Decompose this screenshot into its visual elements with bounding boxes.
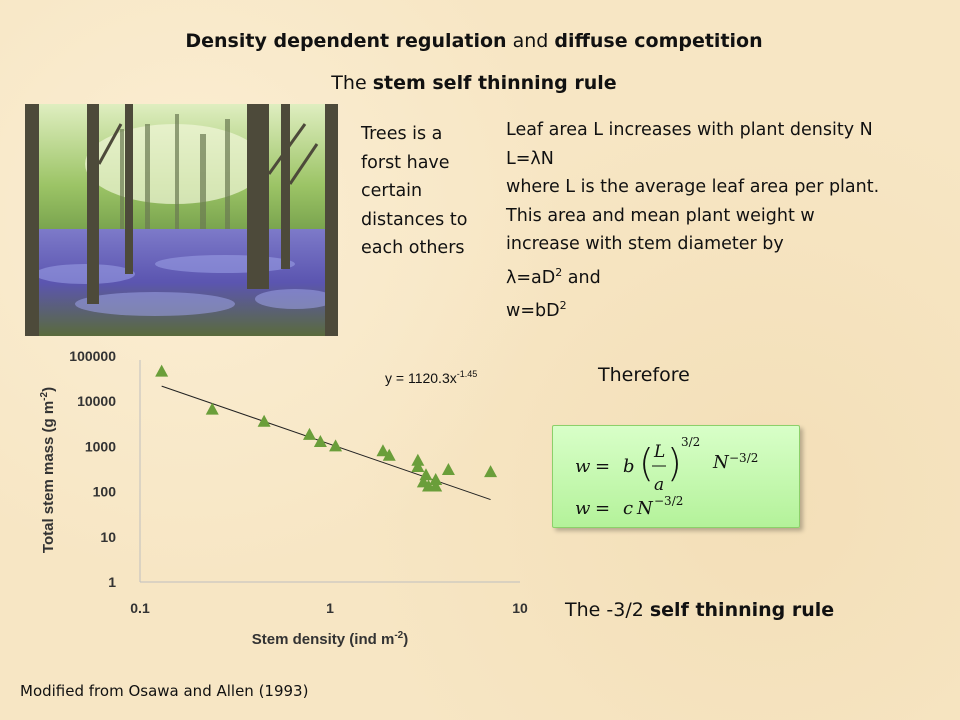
data-point-triangle <box>376 444 390 457</box>
y-tick-label: 1 <box>108 574 116 590</box>
data-point-triangle <box>419 468 433 481</box>
x-tick-label: 1 <box>326 600 334 616</box>
data-point-triangle <box>302 427 316 440</box>
open-paren: ( <box>639 441 654 485</box>
y-tick-label: 100 <box>93 484 117 500</box>
desc-line-6-formula: =aD <box>516 267 556 288</box>
lambda-symbol: λ <box>506 267 517 288</box>
data-point-triangle <box>441 463 455 476</box>
formula-exponent-1: 3/2 <box>681 435 700 449</box>
formula-N: N <box>712 452 730 473</box>
desc-line-2: L=λN <box>506 145 879 174</box>
formula-L: L <box>653 442 665 462</box>
y-axis-title: Total stem mass (g m-2) <box>39 387 57 553</box>
y-tick-label: 100000 <box>69 348 116 364</box>
data-point-triangle <box>422 479 436 492</box>
trend-equation: y = 1120.3x-1.45 <box>385 369 477 386</box>
x-tick-label: 10 <box>512 600 528 616</box>
rule-bold: self thinning rule <box>649 599 835 621</box>
lambda-symbol: λ <box>530 148 541 169</box>
formula-c: c <box>623 498 633 519</box>
data-point-triangle <box>313 435 327 448</box>
formula-w-2: w <box>575 498 591 519</box>
title-bold-part-1: Density dependent regulation <box>185 30 507 52</box>
data-point-triangle <box>429 473 443 486</box>
leaf-area-description: Leaf area L increases with plant density… <box>506 116 879 325</box>
data-point-triangle <box>411 453 425 466</box>
desc-line-6-exponent: 2 <box>555 265 563 279</box>
y-tick-label: 10 <box>100 529 116 545</box>
self-thinning-rule-label: The -3/2 self thinning rule <box>565 599 834 621</box>
source-credit: Modified from Osawa and Allen (1993) <box>20 682 309 700</box>
title-connector: and <box>506 30 555 52</box>
desc-line-7-exponent: 2 <box>559 298 567 312</box>
formula-box: w = b ( L a ) 3/2 N −3/2 w = c N −3/2 <box>552 425 800 528</box>
slide-subtitle: The stem self thinning rule <box>0 72 948 94</box>
desc-line-7: w=bD2 <box>506 292 879 325</box>
data-point-triangle <box>257 414 271 427</box>
therefore-label: Therefore <box>598 364 690 386</box>
data-point-triangle <box>382 448 396 461</box>
data-point-triangle <box>155 364 169 377</box>
data-point-triangle <box>484 465 498 478</box>
x-tick-label: 0.1 <box>130 600 150 616</box>
formula-exponent-2: −3/2 <box>729 451 758 465</box>
x-axis-title: Stem density (ind m-2) <box>252 630 408 648</box>
desc-line-6-and: and <box>562 267 601 288</box>
y-tick-label: 10000 <box>77 393 116 409</box>
formula-exponent-3: −3/2 <box>654 494 683 508</box>
slide-title: Density dependent regulation and diffuse… <box>0 30 948 52</box>
desc-line-2-lhs: L= <box>506 148 531 169</box>
subtitle-prefix: The <box>331 72 373 94</box>
data-point-triangle <box>205 402 219 415</box>
data-point-triangle <box>411 460 425 473</box>
y-tick-label: 1000 <box>85 438 116 454</box>
formula-b: b <box>623 456 635 477</box>
close-paren: ) <box>667 441 682 485</box>
formula-a: a <box>654 475 664 495</box>
desc-line-2-rhs: N <box>540 148 554 169</box>
trend-line <box>161 385 491 501</box>
rule-prefix: The -3/2 <box>565 599 650 621</box>
data-point-triangle <box>329 439 343 452</box>
desc-line-4: This area and mean plant weight w <box>506 205 815 226</box>
formula-eq-1: = <box>595 456 610 477</box>
desc-line-6: λ=aD2 and <box>506 259 879 292</box>
desc-line-5: increase with stem diameter by <box>506 234 784 254</box>
title-bold-part-2: diffuse competition <box>554 30 763 52</box>
desc-line-1: Leaf area L increases with plant density… <box>506 120 873 140</box>
formula-eq-2: = <box>595 498 610 519</box>
self-thinning-chart: 1 10 100 1000 10000 100000 0.1 1 10 y = 1120.3x… <box>39 348 528 648</box>
tree-note: Trees is a forst have certain distances … <box>361 124 468 258</box>
forest-photo <box>25 104 338 336</box>
desc-line-3: where L is the average leaf area per pla… <box>506 177 880 197</box>
formula-w-1: w <box>575 456 591 477</box>
formula-N-2: N <box>636 498 654 519</box>
desc-line-7-formula: w=bD <box>506 300 560 321</box>
subtitle-bold: stem self thinning rule <box>372 72 617 94</box>
